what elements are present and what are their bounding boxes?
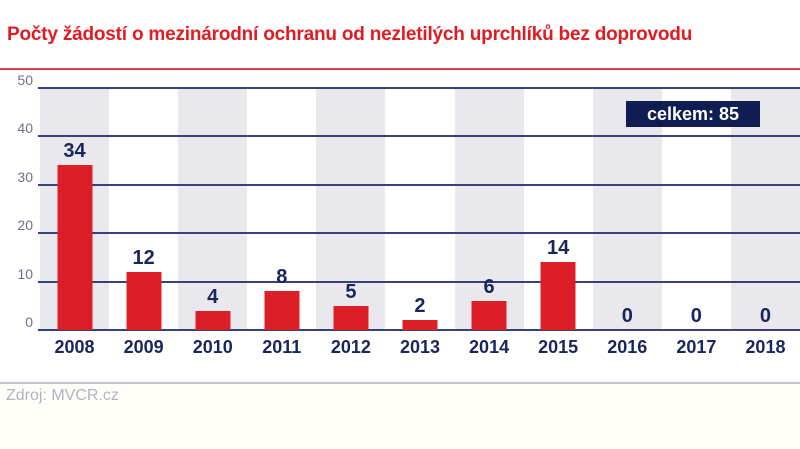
footer <box>0 384 800 449</box>
bar-2009 <box>126 271 162 330</box>
chart-column-2012: 5 2012 <box>316 88 385 357</box>
gridline <box>38 329 800 331</box>
gridline <box>38 232 800 235</box>
chart-column-2013: 2 2013 <box>385 88 454 357</box>
bar-2011 <box>264 291 300 330</box>
x-axis-label: 2009 <box>123 337 164 357</box>
x-axis-label: 2017 <box>676 337 717 357</box>
x-axis-label: 2011 <box>262 337 302 357</box>
x-axis-label: 2018 <box>745 337 786 357</box>
bar-value-label: 0 <box>759 305 771 327</box>
chart-column-2018: 0 2018 <box>731 88 800 357</box>
bar-2010 <box>195 310 231 330</box>
background-band <box>592 88 662 330</box>
x-axis-label: 2013 <box>399 337 441 357</box>
bar-2014 <box>471 300 507 330</box>
bar-value-label: 6 <box>483 275 495 298</box>
chart-column-2017: 0 2017 <box>662 88 731 357</box>
bar-value-label: 5 <box>345 280 357 303</box>
source-caption: Zdroj: MVCR.cz <box>6 387 119 404</box>
y-axis-tick-label: 30 <box>17 168 33 185</box>
background-band <box>178 88 248 330</box>
bar-2008 <box>57 165 93 330</box>
y-axis-tick-label: 40 <box>17 120 33 137</box>
gridline <box>38 87 800 89</box>
bar-2013 <box>402 320 438 330</box>
background-band <box>316 88 386 330</box>
bar-2015 <box>540 262 576 330</box>
bar-value-label: 8 <box>276 266 288 289</box>
x-axis-label: 2012 <box>330 337 371 357</box>
total-badge: celkem: 85 <box>626 101 760 127</box>
bar-value-label: 4 <box>207 285 219 308</box>
y-axis-tick-label: 20 <box>17 217 33 234</box>
x-axis-label: 2008 <box>54 337 95 357</box>
title-divider <box>0 68 800 70</box>
chart-column-2011: 8 2011 <box>247 88 316 357</box>
y-axis-tick-label: 0 <box>25 314 33 330</box>
chart-column-2008: 34 2008 <box>40 88 109 357</box>
chart-column-2014: 6 2014 <box>455 88 524 357</box>
chart-column-2015: 14 2015 <box>524 88 593 357</box>
gridline <box>38 280 800 283</box>
gridline <box>38 183 800 186</box>
chart-column-2010: 4 2010 <box>178 88 247 357</box>
bar-value-label: 34 <box>63 140 86 163</box>
chart-column-2016: 0 2016 <box>593 88 662 357</box>
x-axis-label: 2015 <box>538 337 579 357</box>
y-axis-tick-label: 10 <box>17 265 33 282</box>
bar-chart-plot-area: 0 10 20 30 40 50 34 2008 12 2009 4 2010 8 2011 5 2012 2 2… <box>17 72 800 357</box>
bar-2012 <box>333 305 369 330</box>
gridline <box>38 135 800 138</box>
background-band <box>454 88 524 330</box>
bar-value-label: 0 <box>621 305 633 327</box>
y-axis-tick-label: 50 <box>17 72 33 88</box>
bar-value-label: 14 <box>547 237 570 260</box>
bar-value-label: 2 <box>414 295 426 318</box>
x-axis-label: 2010 <box>192 337 233 357</box>
x-axis-label: 2016 <box>607 337 648 357</box>
x-axis-label: 2014 <box>469 337 510 357</box>
footer-divider <box>0 382 800 385</box>
bar-value-label: 12 <box>132 246 155 269</box>
bar-value-label: 0 <box>690 305 702 327</box>
chart-column-2009: 12 2009 <box>109 88 178 357</box>
page-title: Počty žádostí o mezinárodní ochranu od n… <box>7 24 693 45</box>
background-band <box>730 88 800 330</box>
